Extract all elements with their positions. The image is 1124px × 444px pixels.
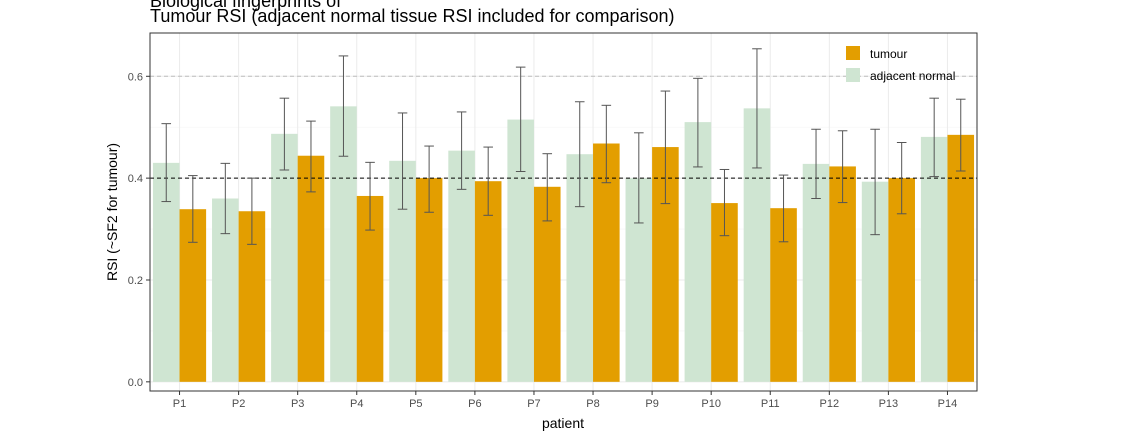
plot-border bbox=[149, 32, 978, 392]
error-bars bbox=[161, 48, 966, 245]
bar-tumour-P3 bbox=[297, 155, 325, 382]
x-tick-label: P6 bbox=[468, 398, 481, 410]
chart-subtitle-top: Biological fingerprints of bbox=[150, 0, 342, 11]
bar-adjacent-normal-P12 bbox=[802, 163, 830, 382]
chart-title: Tumour RSI (adjacent normal tissue RSI i… bbox=[150, 6, 675, 26]
x-tick-label: P12 bbox=[820, 398, 840, 410]
error-bar bbox=[220, 162, 231, 235]
y-tick-label: 0.2 bbox=[128, 275, 143, 287]
error-bar bbox=[693, 77, 703, 168]
error-bar bbox=[456, 111, 467, 190]
error-bar bbox=[929, 97, 939, 178]
legend-swatch-adjacent-normal bbox=[846, 68, 860, 82]
x-axis: P1 P2 P3 P4 P5 P6 P7 P8 P9 P10 P11 P12 P13 P14 bbox=[173, 391, 957, 410]
y-tick-label: 0.4 bbox=[128, 173, 143, 185]
error-bar bbox=[778, 174, 789, 243]
x-tick-label: P14 bbox=[938, 398, 958, 410]
error-bar bbox=[634, 132, 644, 224]
x-tick-label: P7 bbox=[527, 398, 540, 410]
x-tick-label: P13 bbox=[879, 398, 899, 410]
error-bar bbox=[483, 146, 493, 216]
error-bar bbox=[574, 101, 585, 208]
bar-tumour-P8 bbox=[593, 143, 620, 382]
bars bbox=[152, 106, 975, 382]
y-tick-label: 0.0 bbox=[128, 377, 143, 389]
x-tick-label: P2 bbox=[232, 398, 245, 410]
bar-tumour-P14 bbox=[947, 134, 975, 382]
x-tick-label: P10 bbox=[701, 398, 721, 410]
error-bar bbox=[601, 104, 612, 184]
error-bar bbox=[542, 153, 553, 222]
error-bar bbox=[247, 177, 257, 245]
error-bar bbox=[811, 128, 821, 200]
x-tick-label: P4 bbox=[350, 398, 363, 410]
error-bar bbox=[896, 141, 907, 215]
error-bar bbox=[837, 130, 848, 204]
legend-label-tumour: tumour bbox=[870, 47, 907, 61]
legend: tumour adjacent normal bbox=[846, 46, 955, 83]
error-bar bbox=[306, 120, 316, 193]
x-tick-label: P3 bbox=[291, 398, 304, 410]
x-tick-label: P5 bbox=[409, 398, 422, 410]
x-tick-label: P11 bbox=[761, 398, 780, 410]
error-bar bbox=[870, 128, 880, 236]
x-tick-label: P8 bbox=[586, 398, 599, 410]
error-bar bbox=[365, 161, 375, 231]
error-bar bbox=[424, 145, 434, 213]
y-tick-label: 0.6 bbox=[128, 71, 143, 83]
error-bar bbox=[397, 112, 408, 210]
error-bar bbox=[188, 175, 198, 243]
error-bar bbox=[161, 123, 172, 203]
error-bar bbox=[279, 97, 290, 171]
bar-adjacent-normal-P3 bbox=[271, 133, 298, 382]
error-bar bbox=[719, 168, 730, 237]
error-bar bbox=[752, 48, 762, 169]
reference-lines bbox=[150, 75, 977, 179]
error-bar bbox=[338, 55, 349, 157]
legend-swatch-tumour bbox=[846, 46, 860, 60]
error-bar bbox=[955, 98, 966, 172]
x-tick-label: P1 bbox=[173, 398, 186, 410]
error-bar bbox=[660, 90, 671, 205]
x-axis-title: patient bbox=[542, 415, 584, 431]
y-axis-title: RSI (~SF2 for tumour) bbox=[104, 143, 120, 281]
error-bar bbox=[515, 66, 526, 173]
y-axis: 0.0 0.2 0.4 0.6 bbox=[128, 71, 150, 389]
x-tick-label: P9 bbox=[645, 398, 658, 410]
legend-label-adjacent-normal: adjacent normal bbox=[870, 69, 955, 83]
